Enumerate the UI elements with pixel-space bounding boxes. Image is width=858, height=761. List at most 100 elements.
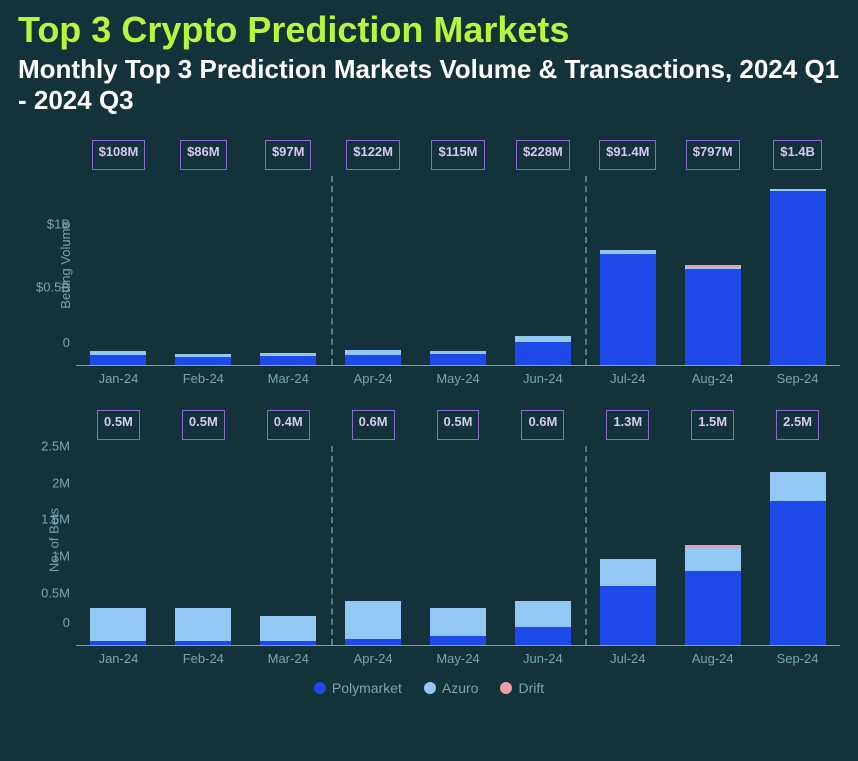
y-tick-label: 0.5M [41, 586, 76, 601]
x-tick-label: Jan-24 [99, 365, 139, 386]
x-tick-label: Aug-24 [692, 645, 734, 666]
value-badge: 0.4M [267, 410, 310, 440]
bar-segment-polymarket [685, 571, 741, 645]
bar-segment-polymarket [175, 357, 231, 365]
stacked-bar [770, 189, 826, 365]
stacked-bar [260, 353, 316, 365]
quarter-divider [585, 176, 587, 365]
x-tick-label: Jun-24 [523, 365, 563, 386]
stacked-bar [345, 601, 401, 645]
y-tick-label: 2M [52, 475, 76, 490]
x-tick-label: Mar-24 [268, 645, 309, 666]
legend-swatch [314, 682, 326, 694]
bar-segment-azuro [430, 608, 486, 636]
page-subtitle: Monthly Top 3 Prediction Markets Volume … [18, 54, 840, 116]
x-tick-label: Feb-24 [183, 365, 224, 386]
value-badge: 0.5M [97, 410, 140, 440]
stacked-bar [600, 250, 656, 365]
bar-column: Jul-24 [585, 446, 670, 645]
bar-segment-azuro [600, 560, 656, 586]
bar-segment-polymarket [515, 627, 571, 645]
callout-row: $108M$86M$97M$122M$115M$228M$91.4M$797M$… [76, 140, 840, 170]
value-badge: 1.3M [606, 410, 649, 440]
stacked-bar [175, 608, 231, 645]
stacked-bar [175, 354, 231, 365]
bar-segment-azuro [175, 608, 231, 640]
value-badge: $1.4B [773, 140, 822, 170]
bar-column: Jul-24 [585, 176, 670, 365]
legend: Polymarket Azuro Drift [18, 680, 840, 696]
bar-column: Apr-24 [331, 446, 416, 645]
y-tick-label: 1.5M [41, 512, 76, 527]
bar-column: Apr-24 [331, 176, 416, 365]
bar-column: Jun-24 [500, 446, 585, 645]
value-badge: $86M [180, 140, 227, 170]
bar-segment-azuro [345, 601, 401, 639]
legend-label: Azuro [442, 680, 479, 696]
bar-column: Jan-24 [76, 176, 161, 365]
bar-column: May-24 [416, 446, 501, 645]
bar-segment-azuro [515, 601, 571, 628]
legend-swatch [424, 682, 436, 694]
y-axis-label: Betting Volume [58, 221, 73, 308]
plot-area: Jan-24Feb-24Mar-24Apr-24May-24Jun-24Jul-… [76, 446, 840, 646]
value-badge: $97M [265, 140, 312, 170]
value-badge: 0.6M [521, 410, 564, 440]
value-badge: 1.5M [691, 410, 734, 440]
x-tick-label: Jun-24 [523, 645, 563, 666]
bar-column: Feb-24 [161, 176, 246, 365]
bar-segment-polymarket [430, 354, 486, 365]
bar-segment-polymarket [685, 269, 741, 365]
stacked-bar [90, 351, 146, 365]
value-badge: $115M [431, 140, 484, 170]
bar-segment-polymarket [600, 254, 656, 365]
bar-segment-polymarket [770, 191, 826, 365]
callout-row: 0.5M0.5M0.4M0.6M0.5M0.6M1.3M1.5M2.5M [76, 410, 840, 440]
stacked-bar [515, 601, 571, 645]
x-tick-label: Sep-24 [777, 365, 819, 386]
stacked-bar [770, 472, 826, 645]
legend-label: Polymarket [332, 680, 402, 696]
bar-segment-polymarket [515, 342, 571, 365]
bar-segment-azuro [260, 616, 316, 642]
y-tick-label: 1M [52, 549, 76, 564]
bar-column: Jan-24 [76, 446, 161, 645]
bar-segment-polymarket [90, 355, 146, 365]
bar-column: Mar-24 [246, 176, 331, 365]
legend-item-azuro: Azuro [424, 680, 479, 696]
bar-segment-polymarket [260, 356, 316, 365]
legend-item-polymarket: Polymarket [314, 680, 402, 696]
stacked-bar [90, 608, 146, 645]
x-tick-label: May-24 [436, 645, 479, 666]
y-tick-label: 2.5M [41, 438, 76, 453]
legend-label: Drift [518, 680, 544, 696]
stacked-bar [260, 616, 316, 645]
page-title: Top 3 Crypto Prediction Markets [18, 10, 840, 50]
quarter-divider [331, 446, 333, 645]
x-tick-label: Mar-24 [268, 365, 309, 386]
y-tick-label: $1B [47, 216, 76, 231]
stacked-bar [600, 559, 656, 645]
bar-segment-azuro [90, 608, 146, 640]
x-tick-label: Sep-24 [777, 645, 819, 666]
value-badge: 0.5M [182, 410, 225, 440]
legend-swatch [500, 682, 512, 694]
y-tick-label: 0 [63, 335, 76, 350]
stacked-bar [685, 265, 741, 365]
bar-segment-polymarket [600, 586, 656, 645]
stacked-bar [430, 608, 486, 645]
value-badge: $108M [92, 140, 146, 170]
stacked-bar [430, 351, 486, 365]
x-tick-label: Apr-24 [354, 645, 393, 666]
bar-column: May-24 [416, 176, 501, 365]
bar-column: Aug-24 [670, 176, 755, 365]
volume-chart: Betting Volume $108M$86M$97M$122M$115M$2… [18, 140, 840, 390]
value-badge: 2.5M [776, 410, 819, 440]
x-tick-label: Jul-24 [610, 645, 645, 666]
bar-segment-azuro [770, 472, 826, 501]
stacked-bar [685, 545, 741, 644]
value-badge: $797M [686, 140, 740, 170]
y-tick-label: $0.5B [36, 279, 76, 294]
bar-segment-polymarket [345, 355, 401, 365]
value-badge: 0.5M [437, 410, 480, 440]
